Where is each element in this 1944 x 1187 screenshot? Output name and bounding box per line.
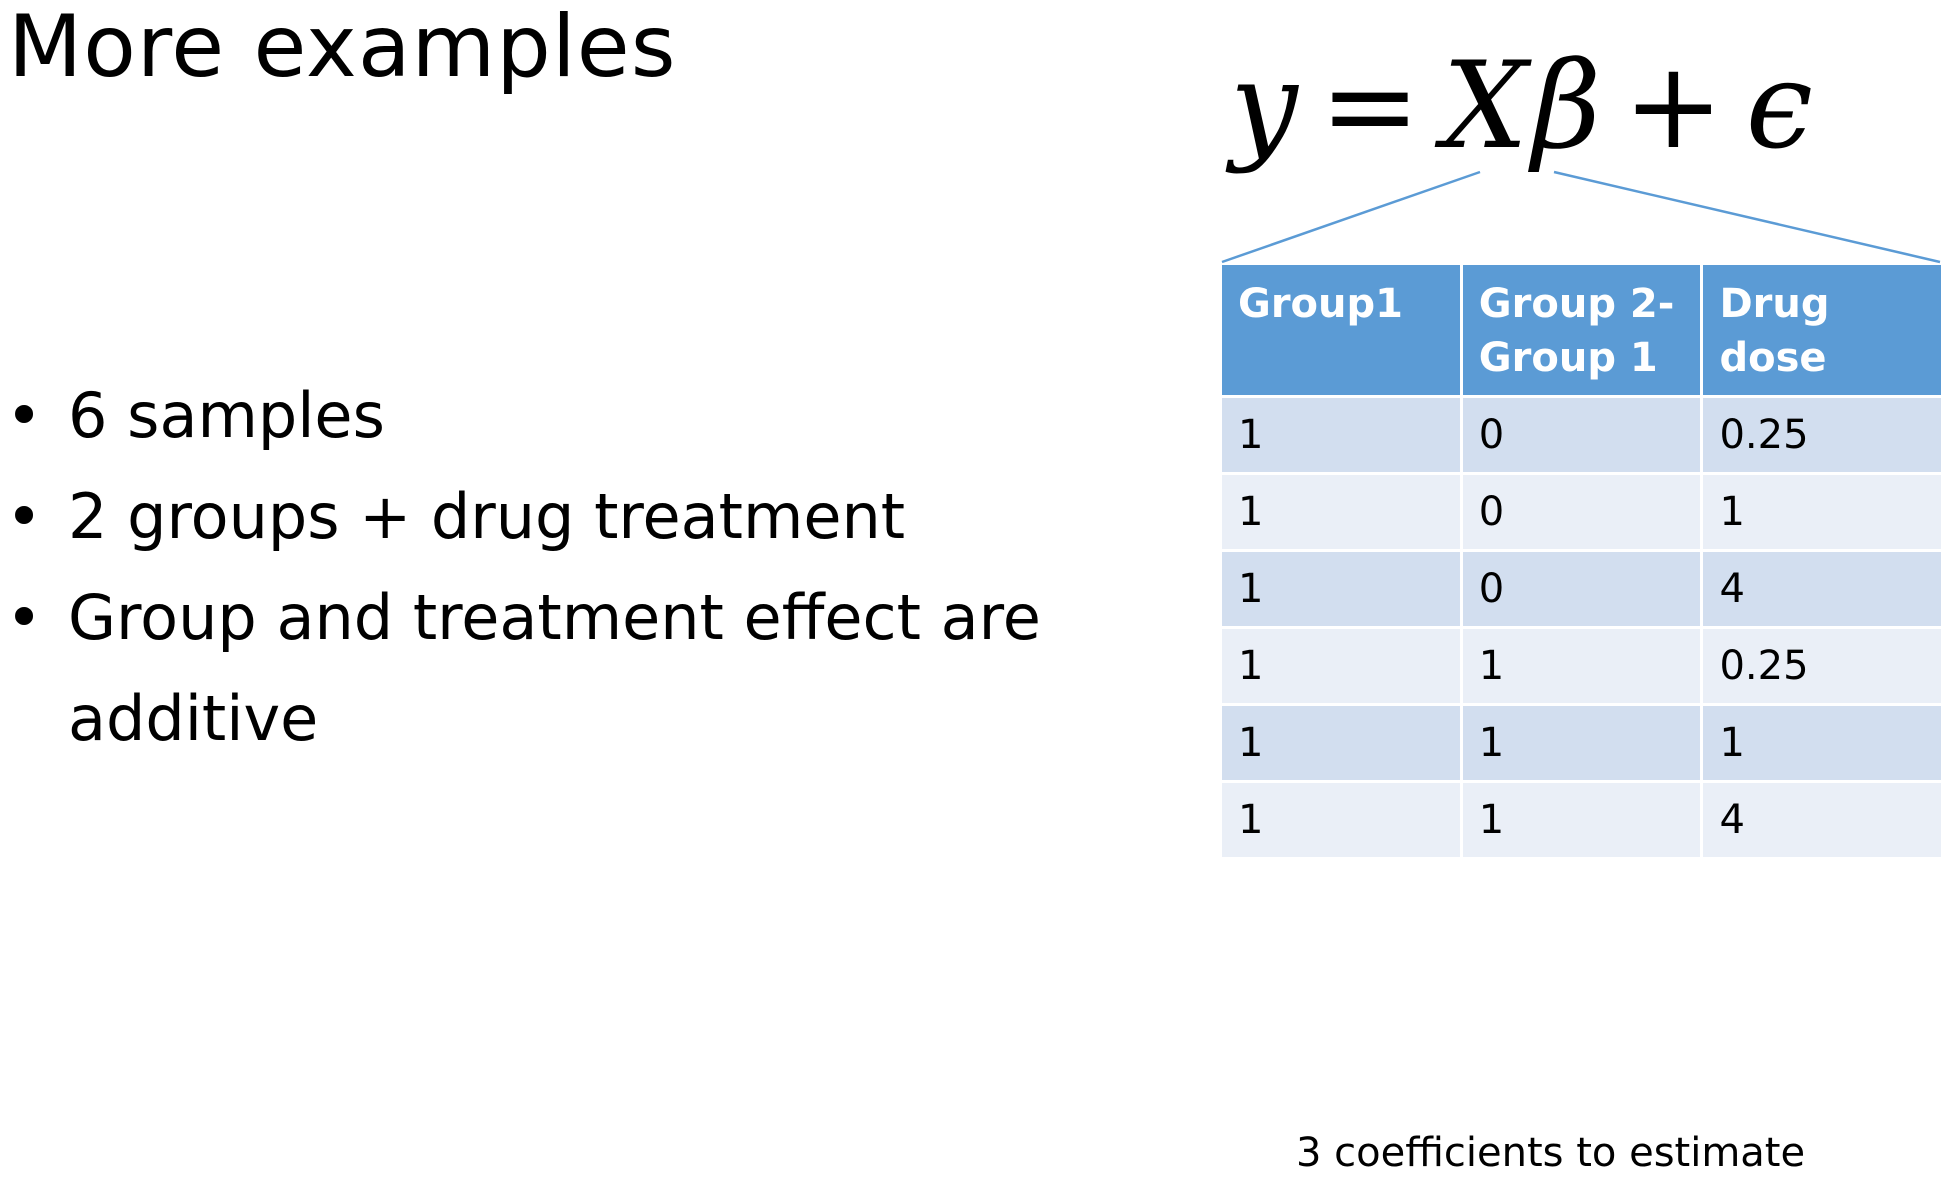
bullet-dot-icon: •	[5, 379, 43, 452]
expansion-line-left	[1221, 170, 1481, 264]
slide-title: More examples	[8, 0, 677, 97]
table-cell: 1	[1462, 783, 1701, 857]
table-cell: 1	[1462, 629, 1701, 703]
linear-model-equation: y = Xβ + ϵ	[1230, 35, 1817, 179]
equation-beta: β	[1531, 37, 1606, 176]
bullet-dot-icon: •	[5, 581, 43, 654]
table-cell: 1	[1222, 783, 1460, 857]
table-cell: 1	[1703, 475, 1941, 549]
bullet-item: • 6 samples	[4, 365, 1048, 466]
bullet-list: • 6 samples • 2 groups + drug treatment …	[4, 365, 1048, 769]
bullet-item: • Group and treatment effect are additiv…	[4, 567, 1048, 769]
bullet-text: 6 samples	[68, 379, 385, 452]
table-cell: 1	[1222, 475, 1460, 549]
column-header-text: Group 1	[1478, 335, 1658, 381]
bullet-dot-icon: •	[5, 480, 43, 553]
equation-y: y	[1230, 37, 1302, 176]
column-header-text: Group1	[1238, 281, 1403, 327]
table-cell: 0.25	[1703, 629, 1941, 703]
table-cell: 0	[1462, 552, 1701, 626]
column-header-group1: Group1	[1222, 265, 1460, 395]
table-row: 1 1 0.25	[1222, 629, 1941, 703]
table-cell: 1	[1222, 552, 1460, 626]
design-matrix-table: Group1 Group 2- Group 1 Drug dose 1 0 0.…	[1219, 262, 1944, 860]
column-header-drug-dose: Drug dose	[1703, 265, 1941, 395]
table-cell: 1	[1462, 706, 1701, 780]
table-header-row: Group1 Group 2- Group 1 Drug dose	[1222, 265, 1941, 395]
equation-design-matrix: X	[1442, 37, 1532, 176]
table-cell: 4	[1703, 783, 1941, 857]
table-row: 1 0 4	[1222, 552, 1941, 626]
column-header-group-diff: Group 2- Group 1	[1462, 265, 1701, 395]
table-cell: 1	[1222, 629, 1460, 703]
table-row: 1 0 1	[1222, 475, 1941, 549]
bullet-text: Group and treatment effect are additive	[68, 581, 1041, 755]
bullet-text: 2 groups + drug treatment	[68, 480, 906, 553]
table-row: 1 1 4	[1222, 783, 1941, 857]
bullet-item: • 2 groups + drug treatment	[4, 466, 1048, 567]
table-cell: 0.25	[1703, 398, 1941, 472]
table-cell: 4	[1703, 552, 1941, 626]
table-row: 1 0 0.25	[1222, 398, 1941, 472]
table-cell: 1	[1222, 398, 1460, 472]
expansion-line-right	[1553, 170, 1941, 264]
table-cell: 0	[1462, 475, 1701, 549]
table-row: 1 1 1	[1222, 706, 1941, 780]
column-header-text: Drug dose	[1719, 281, 1830, 381]
table-cell: 1	[1703, 706, 1941, 780]
column-header-text: Group 2-	[1478, 281, 1675, 327]
equation-epsilon: ϵ	[1745, 37, 1817, 176]
equation-plus: +	[1623, 37, 1728, 176]
coefficient-footnote: 3 coefficients to estimate	[1296, 1130, 1806, 1176]
equation-equals: =	[1319, 37, 1425, 176]
table-cell: 0	[1462, 398, 1701, 472]
table-cell: 1	[1222, 706, 1460, 780]
